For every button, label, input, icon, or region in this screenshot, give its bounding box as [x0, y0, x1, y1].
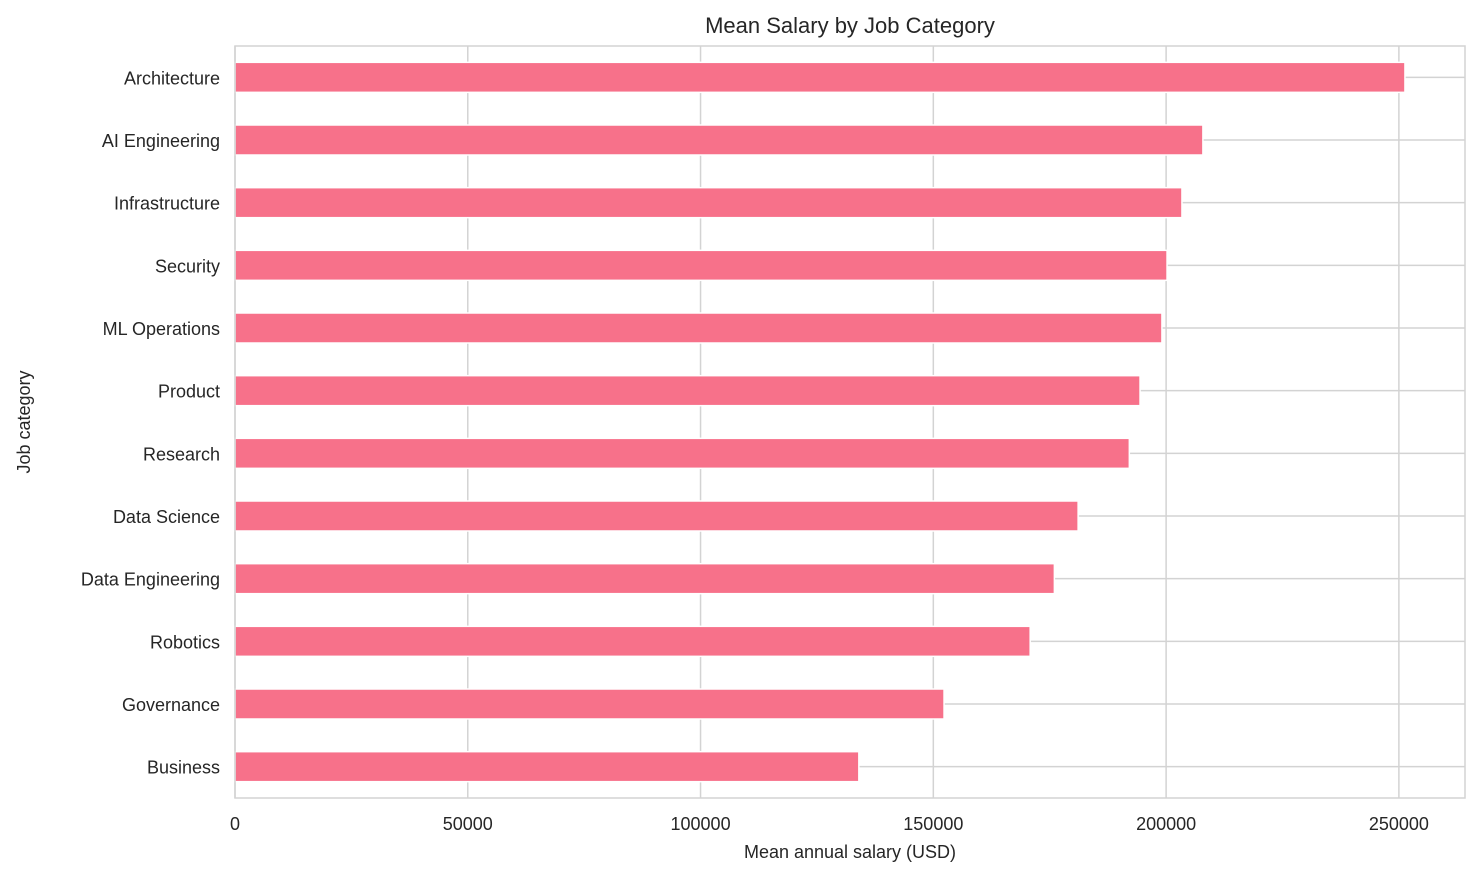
bar-robotics: [234, 625, 1031, 658]
bars: [234, 61, 1406, 783]
x-tick-label: 100000: [671, 814, 731, 834]
y-axis-label: Job category: [14, 370, 34, 473]
y-tick-label: ML Operations: [103, 319, 220, 339]
bar-governance: [234, 688, 945, 720]
bar-ai-engineering: [234, 124, 1204, 156]
x-tick-label: 0: [230, 814, 240, 834]
y-tick-label: Research: [143, 444, 220, 464]
y-tick-label: Data Engineering: [81, 570, 220, 590]
x-tick-labels: 0 50000 100000 150000 200000 250000: [230, 814, 1429, 834]
bar-data-engineering: [234, 562, 1056, 595]
bar-security: [234, 249, 1168, 282]
bar-product: [234, 374, 1141, 407]
y-tick-label: Governance: [122, 695, 220, 715]
x-tick-label: 50000: [443, 814, 493, 834]
grid: [234, 46, 1465, 798]
y-tick-label: Security: [155, 256, 220, 276]
x-axis-label: Mean annual salary (USD): [744, 842, 956, 862]
y-tick-label: AI Engineering: [102, 131, 220, 151]
x-tick-label: 250000: [1369, 814, 1429, 834]
y-tick-label: Architecture: [124, 68, 220, 88]
y-tick-labels: Architecture AI Engineering Infrastructure…: [81, 68, 220, 777]
bar-ml-operations: [234, 312, 1163, 344]
y-tick-label: Product: [158, 382, 220, 402]
y-tick-label: Data Science: [113, 507, 220, 527]
bar-business: [234, 750, 860, 783]
bar-architecture: [234, 61, 1406, 94]
x-tick-label: 150000: [903, 814, 963, 834]
y-tick-label: Infrastructure: [114, 194, 220, 214]
y-tick-label: Robotics: [150, 632, 220, 652]
y-tick-label: Business: [147, 758, 220, 778]
bar-infrastructure: [234, 186, 1183, 219]
x-tick-label: 200000: [1136, 814, 1196, 834]
bar-research: [234, 437, 1131, 470]
chart-title: Mean Salary by Job Category: [705, 13, 995, 38]
plot-frame: [234, 45, 1466, 799]
bar-data-science: [234, 500, 1079, 532]
